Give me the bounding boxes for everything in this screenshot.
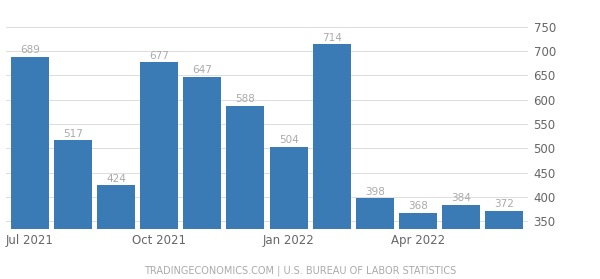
Text: 677: 677 [149, 51, 169, 61]
Bar [269, 146, 308, 279]
Text: 504: 504 [278, 135, 298, 145]
Bar [485, 211, 523, 279]
Text: 517: 517 [63, 129, 83, 139]
Bar [226, 106, 265, 279]
Text: 424: 424 [106, 174, 126, 184]
Bar [399, 213, 437, 279]
Text: 714: 714 [322, 33, 341, 43]
Text: 647: 647 [193, 66, 212, 76]
Bar [11, 57, 49, 279]
Bar [140, 62, 178, 279]
Text: 398: 398 [365, 187, 385, 197]
Bar [184, 77, 221, 279]
Bar [54, 140, 92, 279]
Text: 372: 372 [494, 199, 514, 209]
Bar [356, 198, 394, 279]
Bar [442, 205, 480, 279]
Text: 588: 588 [235, 94, 256, 104]
Text: 689: 689 [20, 45, 40, 55]
Text: TRADINGECONOMICS.COM | U.S. BUREAU OF LABOR STATISTICS: TRADINGECONOMICS.COM | U.S. BUREAU OF LA… [144, 266, 456, 276]
Bar [97, 186, 135, 279]
Text: 368: 368 [408, 201, 428, 211]
Text: 384: 384 [451, 193, 471, 203]
Bar [313, 44, 350, 279]
